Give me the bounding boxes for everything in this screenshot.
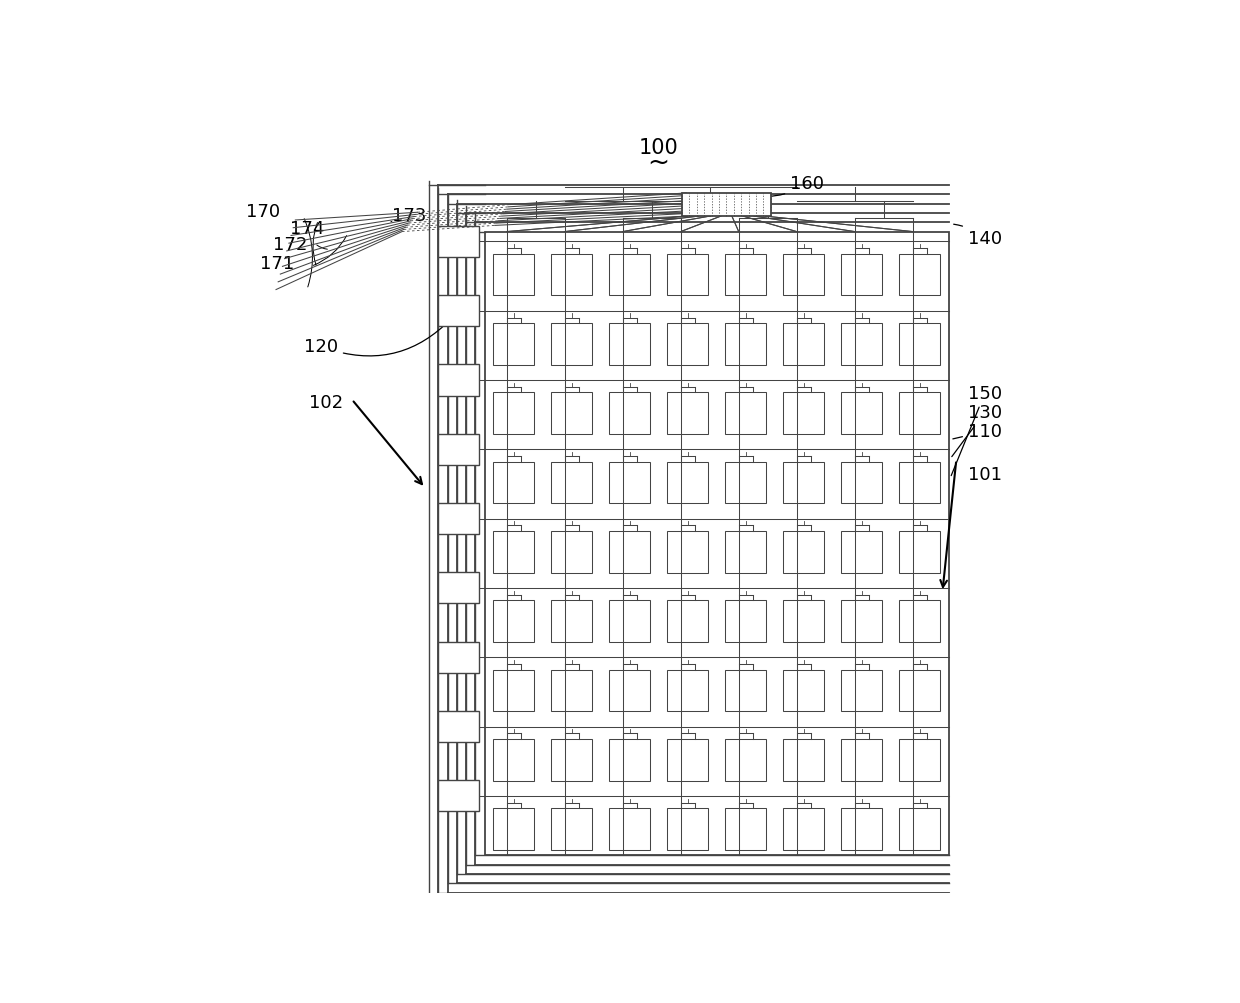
Bar xyxy=(485,233,949,856)
Text: 120: 120 xyxy=(304,313,456,356)
Bar xyxy=(667,739,708,780)
Bar xyxy=(439,296,479,327)
Bar xyxy=(609,324,650,365)
Bar xyxy=(784,532,823,573)
Bar xyxy=(725,462,766,504)
Bar xyxy=(439,573,479,604)
Text: 110: 110 xyxy=(952,423,1002,441)
Bar xyxy=(667,532,708,573)
Bar xyxy=(784,601,823,642)
Bar xyxy=(899,393,940,434)
Bar xyxy=(494,601,534,642)
Bar xyxy=(552,808,591,851)
Bar xyxy=(667,808,708,851)
Bar xyxy=(494,670,534,711)
Bar xyxy=(725,324,766,365)
Bar xyxy=(609,393,650,434)
Bar xyxy=(841,808,882,851)
Text: 174: 174 xyxy=(290,220,325,238)
Bar xyxy=(439,227,479,258)
Bar xyxy=(494,393,534,434)
Bar xyxy=(841,532,882,573)
Text: 100: 100 xyxy=(639,137,678,157)
Bar xyxy=(552,532,591,573)
Bar xyxy=(899,462,940,504)
Bar xyxy=(841,324,882,365)
Bar xyxy=(667,324,708,365)
Bar xyxy=(609,255,650,296)
Bar xyxy=(439,711,479,742)
Bar xyxy=(725,532,766,573)
Bar xyxy=(784,462,823,504)
Bar xyxy=(609,601,650,642)
Text: ~: ~ xyxy=(647,149,670,176)
Bar xyxy=(725,670,766,711)
Bar xyxy=(784,670,823,711)
Bar xyxy=(899,808,940,851)
Bar xyxy=(439,642,479,673)
Bar xyxy=(725,739,766,780)
Bar xyxy=(667,255,708,296)
Bar xyxy=(784,393,823,434)
Bar xyxy=(439,365,479,396)
Bar xyxy=(609,532,650,573)
Bar xyxy=(841,670,882,711)
Bar xyxy=(899,532,940,573)
Bar xyxy=(494,462,534,504)
Text: 130: 130 xyxy=(952,404,1002,457)
Bar xyxy=(552,670,591,711)
Text: 150: 150 xyxy=(951,384,1002,476)
Bar xyxy=(552,601,591,642)
Bar xyxy=(609,739,650,780)
Bar xyxy=(841,739,882,780)
Bar xyxy=(667,670,708,711)
Text: 101: 101 xyxy=(968,465,1002,483)
Bar xyxy=(899,255,940,296)
Bar xyxy=(667,393,708,434)
Bar xyxy=(494,808,534,851)
Bar xyxy=(494,324,534,365)
Bar xyxy=(725,808,766,851)
Bar xyxy=(899,601,940,642)
Bar xyxy=(667,462,708,504)
Bar xyxy=(494,532,534,573)
Text: 160: 160 xyxy=(746,175,825,198)
Bar xyxy=(439,504,479,535)
Bar xyxy=(494,739,534,780)
Bar xyxy=(841,601,882,642)
Text: 140: 140 xyxy=(954,225,1002,248)
Bar xyxy=(609,670,650,711)
Bar xyxy=(552,324,591,365)
Bar xyxy=(552,255,591,296)
Bar xyxy=(439,434,479,465)
Bar xyxy=(784,739,823,780)
Bar xyxy=(841,393,882,434)
Bar xyxy=(552,393,591,434)
Bar xyxy=(725,255,766,296)
Text: 102: 102 xyxy=(309,393,343,411)
Bar xyxy=(899,324,940,365)
Text: 172: 172 xyxy=(273,236,308,254)
Bar xyxy=(552,462,591,504)
Bar xyxy=(725,601,766,642)
Bar xyxy=(682,194,771,217)
Bar xyxy=(899,739,940,780)
Bar xyxy=(784,255,823,296)
Text: 171: 171 xyxy=(259,255,294,273)
Bar xyxy=(899,670,940,711)
Text: 173: 173 xyxy=(392,207,427,225)
Bar xyxy=(552,739,591,780)
Bar xyxy=(494,255,534,296)
Bar xyxy=(725,393,766,434)
Bar xyxy=(667,601,708,642)
Bar xyxy=(609,462,650,504)
Bar xyxy=(609,808,650,851)
Bar xyxy=(784,808,823,851)
Bar xyxy=(439,780,479,811)
Bar xyxy=(784,324,823,365)
Bar xyxy=(841,462,882,504)
Text: 170: 170 xyxy=(246,203,280,221)
Bar xyxy=(841,255,882,296)
